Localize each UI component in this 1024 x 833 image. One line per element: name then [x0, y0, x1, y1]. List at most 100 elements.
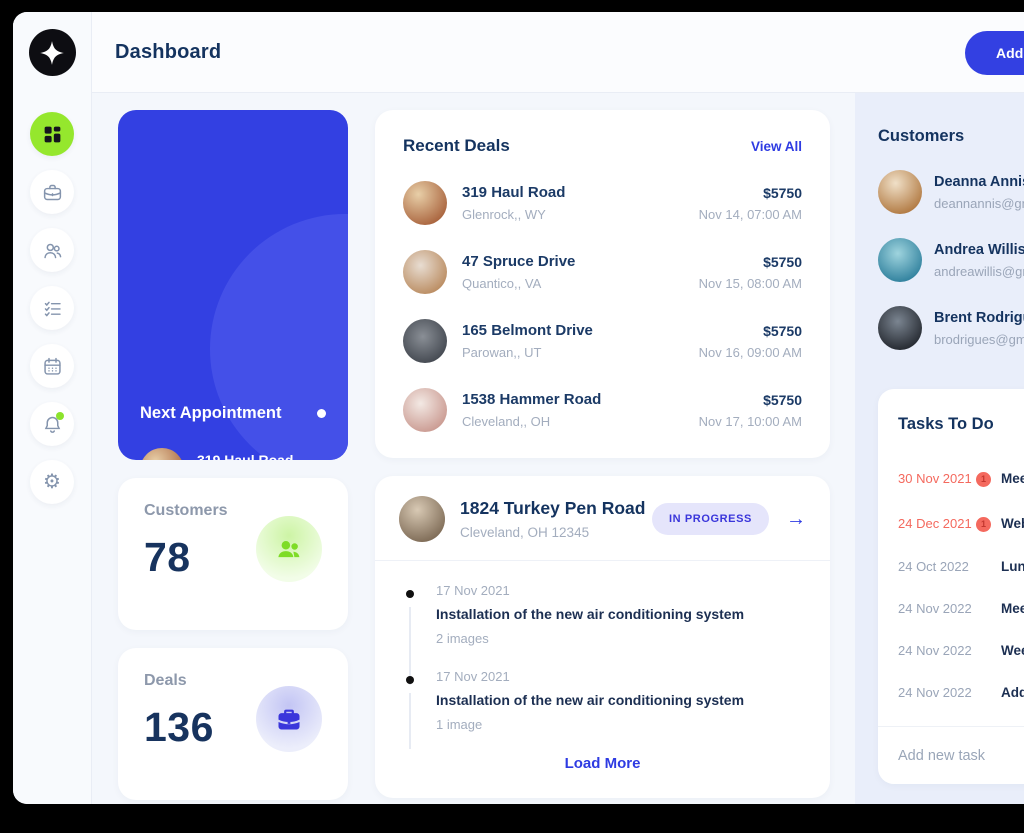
deal-name: 47 Spruce Drive [462, 253, 576, 270]
sidebar-item-tasks[interactable] [30, 286, 74, 330]
customers-stat-label: Customers [144, 502, 228, 519]
customer-row[interactable]: Deanna Annis deannannis@gmail.com [878, 170, 1024, 214]
sidebar: ⚙ [13, 12, 92, 804]
status-dot [317, 409, 326, 418]
deal-row[interactable]: 165 Belmont Drive Parowan,, UT $5750 Nov… [403, 319, 802, 363]
task-row[interactable]: 24 Oct 2022 Lunch [898, 559, 1024, 574]
deal-name: 165 Belmont Drive [462, 322, 593, 339]
deal-datetime: Nov 17, 10:00 AM [698, 413, 802, 429]
deal-datetime: Nov 15, 08:00 AM [698, 275, 802, 291]
customer-email: andreawillis@gmail.com [934, 263, 1024, 279]
add-new-button[interactable]: Add New [965, 31, 1024, 75]
timeline-connector [409, 693, 411, 749]
recent-deals-title: Recent Deals [403, 136, 510, 155]
task-row[interactable]: 24 Nov 2022 Weekly [898, 643, 1024, 658]
app-logo [28, 29, 76, 76]
calendar-icon [43, 357, 61, 375]
main-content: Next Appointment 319 Haul Road Glenrock,… [92, 93, 855, 804]
add-new-task-input[interactable] [898, 747, 1024, 764]
task-date: 30 Nov 2021 [898, 470, 972, 486]
deal-location: Parowan,, UT [462, 345, 542, 360]
timeline-title: Installation of the new air conditioning… [436, 606, 745, 622]
sidebar-item-dashboard[interactable] [30, 112, 74, 156]
customer-row[interactable]: Andrea Willis andreawillis@gmail.com [878, 238, 1024, 282]
sidebar-item-notifications[interactable] [30, 402, 74, 446]
sidebar-item-calendar[interactable] [30, 344, 74, 388]
deals-stat-card: Deals 136 [118, 648, 348, 800]
alert-badge-icon: 1 [976, 471, 991, 487]
deal-price: $5750 [763, 391, 802, 408]
deal-price: $5750 [763, 253, 802, 270]
decorative-circle [210, 214, 348, 460]
property-detail-card: 1824 Turkey Pen Road Cleveland, OH 12345… [375, 476, 830, 798]
customers-stat-value: 78 [144, 534, 191, 580]
deal-row[interactable]: 1538 Hammer Road Cleveland,, OH $5750 No… [403, 388, 802, 432]
task-label: Meeting [1001, 601, 1024, 616]
customers-stat-bubble [256, 516, 322, 582]
property-detail-address: Cleveland, OH 12345 [460, 525, 590, 540]
task-row[interactable]: 30 Nov 2021 1 Meeting [898, 469, 1024, 487]
dashboard-grid-icon [44, 126, 60, 142]
deal-row[interactable]: 319 Haul Road Glenrock,, WY $5750 Nov 14… [403, 181, 802, 225]
deals-stat-value: 136 [144, 704, 214, 750]
deal-thumbnail [403, 181, 447, 225]
task-row[interactable]: 24 Nov 2022 Meeting [898, 601, 1024, 616]
task-label: Webinar [1001, 515, 1024, 531]
briefcase-filled-icon [278, 709, 300, 730]
customer-name: Andrea Willis [934, 241, 1024, 258]
status-badge: IN PROGRESS [651, 503, 769, 535]
timeline: 17 Nov 2021 Installation of the new air … [375, 561, 830, 772]
sidebar-item-settings[interactable]: ⚙ [30, 460, 74, 504]
customer-name: Brent Rodrigues [934, 309, 1024, 326]
task-date: 24 Nov 2022 [898, 685, 972, 700]
right-panel: Customers Deanna Annis deannannis@gmail.… [855, 93, 1024, 804]
customer-row[interactable]: Brent Rodrigues brodrigues@gmail.com [878, 306, 1024, 350]
task-label: Weekly [1001, 643, 1024, 658]
timeline-title: Installation of the new air conditioning… [436, 692, 745, 708]
sidebar-nav: ⚙ [30, 112, 74, 504]
load-more-button[interactable]: Load More [564, 755, 641, 772]
gear-icon: ⚙ [43, 471, 61, 493]
next-appointment-card: Next Appointment 319 Haul Road Glenrock,… [118, 110, 348, 460]
arrow-right-icon[interactable]: → [786, 508, 806, 530]
customers-panel-title: Customers [878, 127, 965, 145]
deal-location: Cleveland,, OH [462, 414, 551, 429]
deal-row[interactable]: 47 Spruce Drive Quantico,, VA $5750 Nov … [403, 250, 802, 294]
recent-deals-card: Recent Deals View All 319 Haul Road Glen… [375, 110, 830, 458]
deals-stat-label: Deals [144, 672, 187, 689]
customer-email: deannannis@gmail.com [934, 195, 1024, 211]
customer-avatar [878, 170, 922, 214]
users-filled-icon [278, 541, 300, 558]
deal-name: 1538 Hammer Road [462, 391, 602, 408]
deal-thumbnail [403, 388, 447, 432]
deal-location: Quantico,, VA [462, 276, 542, 291]
sidebar-item-customers[interactable] [30, 228, 74, 272]
timeline-item: 17 Nov 2021 Installation of the new air … [399, 669, 806, 749]
deal-name: 319 Haul Road [462, 184, 566, 201]
tasks-card: Tasks To Do 30 Nov 2021 1 Meeting 24 Dec… [878, 389, 1024, 784]
task-date: 24 Nov 2022 [898, 601, 972, 616]
deals-stat-bubble [256, 686, 322, 752]
task-row[interactable]: 24 Nov 2022 Add [898, 685, 1024, 700]
view-all-link[interactable]: View All [750, 138, 802, 154]
customer-name: Deanna Annis [934, 173, 1024, 190]
property-photo [140, 448, 184, 460]
tasks-title: Tasks To Do [898, 415, 994, 433]
timeline-item: 17 Nov 2021 Installation of the new air … [399, 583, 806, 685]
users-icon [43, 243, 61, 258]
deal-price: $5750 [763, 322, 802, 339]
checklist-icon [44, 301, 61, 317]
sidebar-item-deals[interactable] [30, 170, 74, 214]
timeline-date: 17 Nov 2021 [436, 583, 510, 598]
deal-datetime: Nov 14, 07:00 AM [698, 206, 802, 222]
deal-datetime: Nov 16, 09:00 AM [698, 344, 802, 360]
deal-thumbnail [403, 319, 447, 363]
page-title: Dashboard [115, 40, 222, 63]
timeline-connector [409, 607, 411, 685]
task-row[interactable]: 24 Dec 2021 1 Webinar [898, 514, 1024, 532]
briefcase-icon [43, 184, 61, 200]
task-label: Lunch [1001, 559, 1024, 574]
deal-thumbnail [403, 250, 447, 294]
task-date: 24 Oct 2022 [898, 559, 969, 574]
customer-avatar [878, 306, 922, 350]
